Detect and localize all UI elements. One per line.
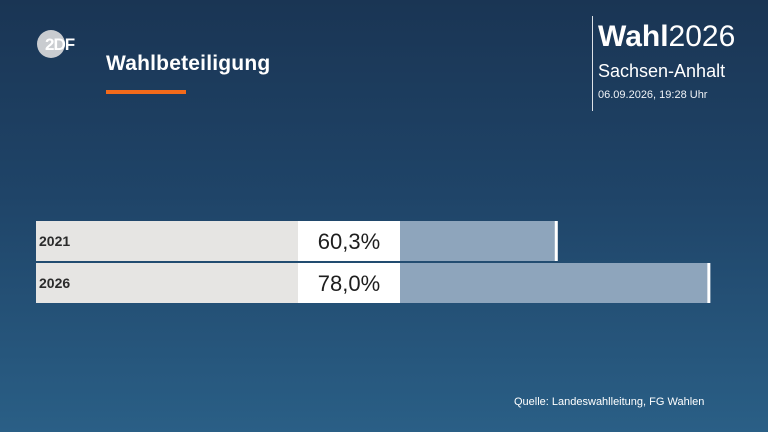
timestamp: 06.09.2026, 19:28 Uhr: [598, 89, 708, 101]
bar-label-bg: [36, 221, 298, 261]
category-label: 2026: [39, 275, 70, 291]
bar-value-box: [298, 221, 400, 261]
bar: [400, 221, 556, 261]
zdf-logo: 2DF: [36, 28, 88, 60]
data-label: 60,3%: [318, 229, 380, 254]
title-underline: [106, 90, 186, 94]
state-name: Sachsen-Anhalt: [598, 61, 726, 81]
bar: [400, 263, 709, 303]
zdf-logo-icon: 2DF: [37, 30, 76, 58]
bar-value-box: [298, 263, 400, 303]
bar-label-bg: [36, 263, 298, 303]
bar-end-cap: [554, 221, 558, 261]
data-label: 78,0%: [318, 271, 380, 296]
brand-wahl: Wahl: [598, 20, 669, 53]
brand-divider: [592, 16, 593, 111]
bar-row-2021: 2021 60,3%: [36, 221, 558, 261]
category-label: 2021: [39, 233, 70, 249]
svg-text:2DF: 2DF: [45, 35, 75, 54]
brand-year: 2026: [668, 20, 736, 53]
bar-row-2026: 2026 78,0%: [36, 263, 711, 303]
bar-end-cap: [707, 263, 711, 303]
source-note: Quelle: Landeswahlleitung, FG Wahlen: [514, 396, 705, 408]
chart-title: Wahlbeteiligung: [106, 52, 271, 75]
brand-wordmark: Wahl2026: [598, 20, 735, 54]
